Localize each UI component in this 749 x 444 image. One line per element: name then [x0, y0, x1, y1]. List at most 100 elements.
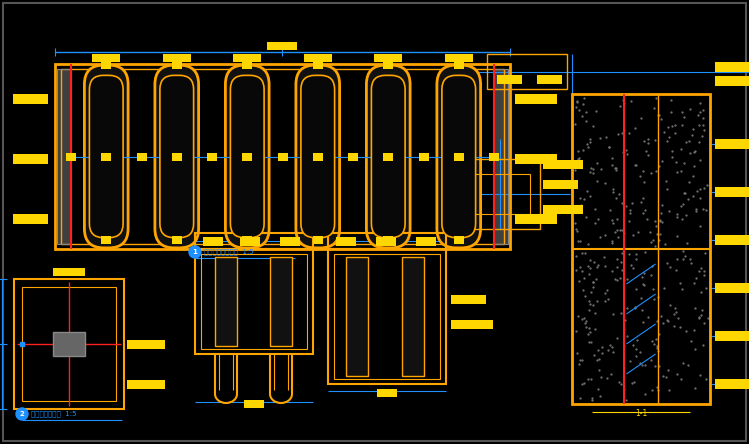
Bar: [55, 64, 510, 249]
Bar: [348, 153, 358, 161]
Bar: [377, 389, 397, 397]
Bar: [416, 237, 436, 246]
Bar: [207, 153, 217, 161]
Bar: [543, 180, 578, 189]
Bar: [715, 331, 749, 341]
Bar: [57, 69, 71, 244]
Bar: [242, 61, 252, 69]
FancyBboxPatch shape: [155, 65, 198, 248]
Bar: [470, 174, 530, 214]
FancyBboxPatch shape: [160, 75, 193, 238]
Bar: [280, 237, 300, 246]
Bar: [402, 257, 424, 376]
Bar: [328, 233, 446, 249]
Bar: [127, 380, 165, 389]
Text: 2: 2: [19, 411, 25, 417]
Bar: [715, 187, 749, 197]
Bar: [277, 153, 288, 161]
Bar: [451, 295, 486, 304]
Bar: [203, 237, 223, 246]
Bar: [66, 153, 76, 161]
Bar: [270, 257, 292, 346]
Circle shape: [16, 408, 28, 420]
Bar: [313, 61, 323, 69]
Bar: [334, 254, 440, 379]
Text: 基础平面大样图  1:5: 基础平面大样图 1:5: [31, 411, 76, 417]
FancyBboxPatch shape: [296, 65, 339, 248]
Bar: [101, 236, 112, 244]
Bar: [715, 235, 749, 245]
Text: 1-1: 1-1: [635, 409, 647, 419]
Bar: [515, 94, 557, 104]
Bar: [53, 332, 85, 356]
Bar: [61, 69, 504, 244]
Bar: [101, 153, 112, 161]
Bar: [13, 154, 48, 164]
Bar: [715, 76, 749, 86]
Bar: [53, 268, 85, 276]
Bar: [195, 233, 313, 249]
FancyBboxPatch shape: [372, 75, 405, 238]
FancyBboxPatch shape: [437, 65, 481, 248]
Bar: [328, 249, 446, 384]
Bar: [233, 54, 261, 62]
Bar: [13, 214, 48, 224]
Bar: [494, 69, 508, 244]
Bar: [304, 54, 332, 62]
Bar: [515, 154, 557, 164]
Text: 立柱实例实心线图  1:5: 立柱实例实心线图 1:5: [204, 249, 254, 255]
Bar: [242, 153, 252, 161]
FancyBboxPatch shape: [442, 75, 476, 238]
Bar: [215, 257, 237, 346]
Bar: [14, 279, 124, 409]
Bar: [13, 94, 48, 104]
Bar: [92, 54, 121, 62]
Bar: [57, 69, 71, 244]
Bar: [346, 257, 368, 376]
Bar: [543, 160, 583, 169]
Circle shape: [189, 246, 201, 258]
Bar: [497, 75, 522, 84]
Bar: [451, 320, 493, 329]
Text: 1: 1: [192, 249, 198, 255]
Bar: [163, 54, 191, 62]
Bar: [374, 54, 402, 62]
Bar: [172, 236, 182, 244]
Bar: [445, 54, 473, 62]
Bar: [383, 236, 393, 244]
Bar: [572, 94, 710, 404]
Bar: [313, 236, 323, 244]
Bar: [715, 62, 749, 72]
FancyBboxPatch shape: [225, 65, 269, 248]
Bar: [22, 287, 116, 401]
Bar: [487, 54, 567, 89]
Bar: [715, 283, 749, 293]
FancyBboxPatch shape: [366, 65, 410, 248]
FancyBboxPatch shape: [85, 65, 128, 248]
Bar: [537, 75, 562, 84]
Bar: [460, 159, 540, 229]
Bar: [240, 237, 260, 246]
Bar: [244, 400, 264, 408]
Bar: [136, 153, 147, 161]
Bar: [715, 139, 749, 149]
Bar: [715, 379, 749, 389]
FancyBboxPatch shape: [231, 75, 264, 238]
FancyBboxPatch shape: [89, 75, 123, 238]
Bar: [454, 61, 464, 69]
Bar: [419, 153, 428, 161]
FancyBboxPatch shape: [301, 75, 335, 238]
Bar: [543, 205, 583, 214]
Bar: [127, 340, 165, 349]
Bar: [242, 236, 252, 244]
Bar: [172, 61, 182, 69]
Text: M-1: M-1: [247, 400, 261, 409]
Bar: [494, 69, 508, 244]
Bar: [454, 153, 464, 161]
Bar: [313, 153, 323, 161]
Bar: [195, 249, 313, 354]
Bar: [376, 237, 396, 246]
Bar: [454, 236, 464, 244]
Bar: [336, 237, 356, 246]
Bar: [383, 61, 393, 69]
